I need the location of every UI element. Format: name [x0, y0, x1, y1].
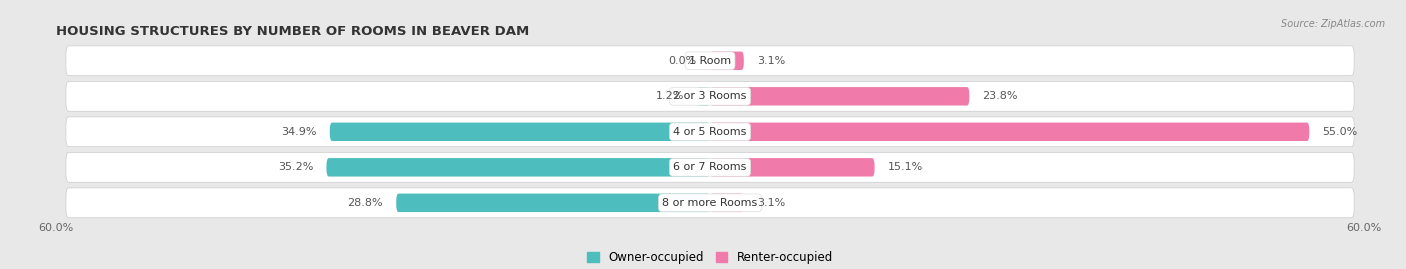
- FancyBboxPatch shape: [710, 87, 969, 105]
- Text: 6 or 7 Rooms: 6 or 7 Rooms: [673, 162, 747, 172]
- Text: 23.8%: 23.8%: [983, 91, 1018, 101]
- FancyBboxPatch shape: [710, 123, 1309, 141]
- Text: Source: ZipAtlas.com: Source: ZipAtlas.com: [1281, 19, 1385, 29]
- FancyBboxPatch shape: [66, 82, 1354, 111]
- Text: 15.1%: 15.1%: [887, 162, 922, 172]
- Text: 28.8%: 28.8%: [347, 198, 382, 208]
- Text: 0.0%: 0.0%: [669, 56, 697, 66]
- Text: 3.1%: 3.1%: [756, 56, 785, 66]
- FancyBboxPatch shape: [66, 153, 1354, 182]
- FancyBboxPatch shape: [66, 117, 1354, 147]
- Text: 34.9%: 34.9%: [281, 127, 316, 137]
- FancyBboxPatch shape: [710, 52, 744, 70]
- FancyBboxPatch shape: [396, 194, 710, 212]
- Text: 55.0%: 55.0%: [1323, 127, 1358, 137]
- FancyBboxPatch shape: [697, 87, 710, 105]
- Text: HOUSING STRUCTURES BY NUMBER OF ROOMS IN BEAVER DAM: HOUSING STRUCTURES BY NUMBER OF ROOMS IN…: [56, 25, 530, 38]
- Text: 1.2%: 1.2%: [655, 91, 683, 101]
- FancyBboxPatch shape: [66, 46, 1354, 76]
- FancyBboxPatch shape: [710, 158, 875, 176]
- Text: 8 or more Rooms: 8 or more Rooms: [662, 198, 758, 208]
- FancyBboxPatch shape: [710, 194, 744, 212]
- Text: 4 or 5 Rooms: 4 or 5 Rooms: [673, 127, 747, 137]
- Text: 3.1%: 3.1%: [756, 198, 785, 208]
- Text: 35.2%: 35.2%: [278, 162, 314, 172]
- Text: 2 or 3 Rooms: 2 or 3 Rooms: [673, 91, 747, 101]
- FancyBboxPatch shape: [326, 158, 710, 176]
- FancyBboxPatch shape: [330, 123, 710, 141]
- FancyBboxPatch shape: [66, 188, 1354, 218]
- Legend: Owner-occupied, Renter-occupied: Owner-occupied, Renter-occupied: [586, 252, 834, 264]
- Text: 1 Room: 1 Room: [689, 56, 731, 66]
